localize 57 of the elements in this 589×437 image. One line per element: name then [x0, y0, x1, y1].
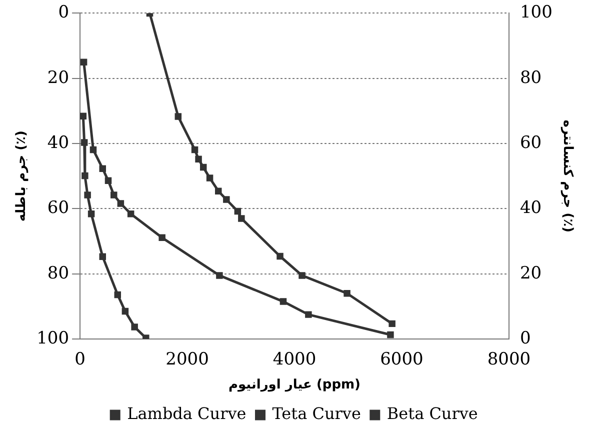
point	[174, 113, 182, 120]
point	[238, 215, 245, 222]
y2-axis-title: جرم کنسانتره (٪)	[560, 120, 575, 232]
point	[90, 146, 97, 154]
point	[110, 192, 118, 198]
point	[276, 252, 284, 260]
x-tick-label: 4000	[272, 350, 316, 370]
point	[200, 164, 207, 171]
y2-tick-label: 40	[520, 198, 542, 218]
point	[104, 177, 112, 184]
point	[99, 253, 106, 260]
y-tick-label: 100	[36, 328, 70, 348]
point	[216, 272, 223, 279]
point	[117, 200, 124, 207]
point	[305, 311, 312, 318]
point	[131, 324, 138, 330]
y-tick-label: 60	[47, 198, 70, 218]
x-tick-label: 6000	[380, 350, 424, 370]
y-tick-label: 40	[47, 132, 70, 153]
point	[127, 210, 134, 218]
point	[84, 192, 91, 198]
point	[122, 308, 129, 315]
point	[215, 188, 222, 194]
y2-tick-label: 100	[520, 2, 552, 23]
y2-tick-label: 80	[520, 68, 542, 88]
legend-label: Teta Curve	[272, 404, 361, 424]
point	[80, 58, 88, 66]
y2-tick-label: 60	[520, 132, 542, 153]
y-axis-title: جرم باطله (٪)	[14, 130, 30, 222]
point	[80, 139, 88, 146]
x-tick-label: 8000	[487, 350, 531, 370]
x-axis-title: عیار اورانیوم (ppm)	[228, 378, 360, 393]
point	[280, 298, 287, 305]
point	[82, 172, 88, 180]
point	[223, 196, 230, 203]
point	[114, 291, 121, 298]
y2-tick-label: 20	[520, 263, 542, 284]
point	[298, 272, 306, 279]
point	[206, 174, 214, 182]
x-tick-label: 0	[74, 350, 86, 370]
point	[158, 234, 166, 242]
point	[88, 210, 95, 218]
point	[234, 208, 242, 215]
y-tick-label: 0	[58, 2, 70, 23]
point	[80, 112, 87, 120]
point	[191, 146, 198, 154]
point	[195, 156, 202, 163]
x-tick-label: 2000	[166, 350, 209, 370]
y-tick-label: 80	[47, 263, 70, 284]
legend-label: Beta Curve	[386, 404, 478, 424]
point	[344, 290, 350, 297]
y-tick-label: 20	[47, 68, 70, 88]
point	[388, 320, 396, 328]
point	[387, 331, 394, 338]
point	[99, 165, 106, 172]
legend-label: Lambda Curve	[127, 404, 246, 424]
y2-tick-label: 0	[520, 328, 531, 348]
